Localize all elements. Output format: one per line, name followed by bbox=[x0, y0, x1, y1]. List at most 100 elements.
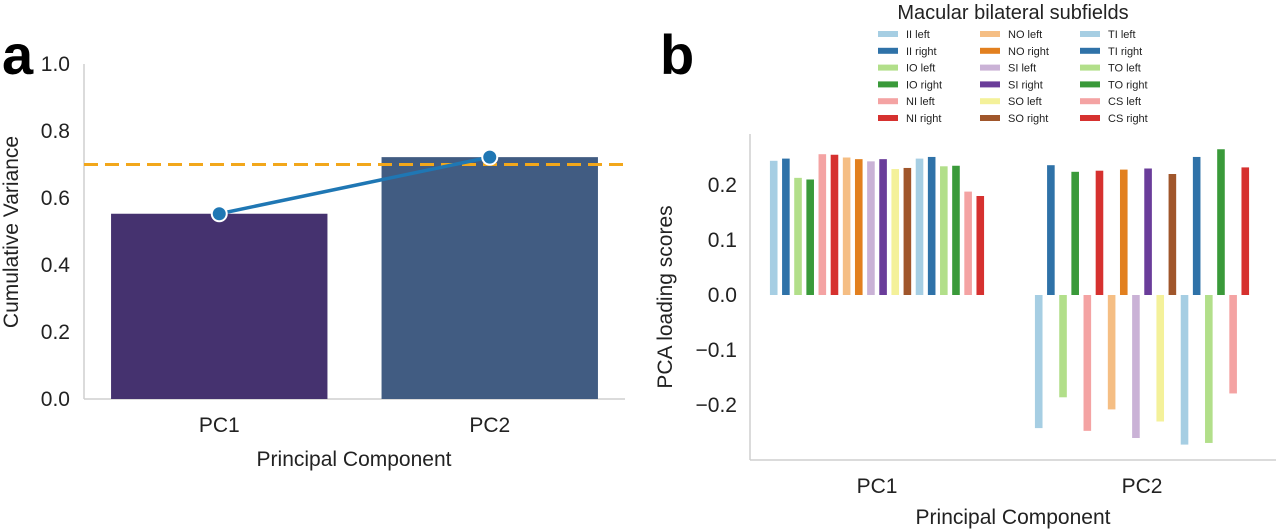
bar-pc1-ii-left bbox=[769, 160, 778, 295]
legend-swatch-cs-right bbox=[1080, 115, 1100, 121]
legend-swatch-ii-right bbox=[878, 47, 898, 54]
x-tick-label-pc1: PC1 bbox=[199, 414, 240, 437]
bar-pc2-si-left bbox=[1132, 295, 1140, 438]
bar-pc2-so-left bbox=[1156, 295, 1165, 422]
bar-pc2-si-right bbox=[1144, 168, 1152, 295]
panel-b-label: b bbox=[660, 23, 694, 86]
bar-pc1-cs-left bbox=[964, 191, 972, 295]
legend-swatch-io-right bbox=[878, 81, 898, 88]
bar-pc1-si-left bbox=[867, 161, 875, 295]
panel-a-x-ticks: PC1 PC2 bbox=[199, 414, 510, 437]
panel-a-y-axis-title: Cumulative Variance bbox=[0, 136, 23, 328]
bar-pc1-ii-right bbox=[782, 158, 790, 295]
panel-b-y-ticks: −0.2 −0.1 0.0 0.1 0.2 bbox=[696, 174, 737, 417]
panel-a-bars bbox=[111, 157, 598, 399]
bar-pc1-so-right bbox=[903, 167, 912, 295]
panel-b-bars bbox=[769, 149, 1250, 445]
panel-a-cumulative-variance-chart: a 0.0 0.2 0.4 0.6 0.8 1.0 PC1 PC2 Principal Co… bbox=[0, 23, 625, 471]
bar-pc1-so-left bbox=[891, 169, 900, 295]
legend-swatch-to-right bbox=[1080, 81, 1100, 88]
legend-swatch-so-left bbox=[980, 98, 1000, 105]
bar-pc2-ii-right bbox=[1047, 165, 1055, 295]
legend-label-cs-left: CS left bbox=[1108, 96, 1141, 108]
panel-a-y-ticks: 0.0 0.2 0.4 0.6 0.8 1.0 bbox=[41, 53, 71, 411]
legend-label-cs-right: CS right bbox=[1108, 113, 1148, 125]
bar-pc2-ii-left bbox=[1034, 295, 1043, 429]
legend-swatch-no-right bbox=[980, 47, 1000, 54]
y-tick-label: 0.1 bbox=[708, 229, 737, 252]
legend-swatch-ti-left bbox=[1080, 31, 1100, 37]
y-tick-label: 0.2 bbox=[708, 174, 737, 197]
bar-pc1-ti-right bbox=[927, 156, 936, 295]
legend-label-si-right: SI right bbox=[1008, 79, 1043, 91]
y-tick-label: 0.0 bbox=[41, 388, 70, 411]
legend-label-ii-right: II right bbox=[906, 46, 937, 58]
y-tick-label: 0.8 bbox=[41, 120, 70, 143]
line-point-pc1 bbox=[210, 205, 228, 223]
x-tick-label-pc2: PC2 bbox=[469, 414, 510, 437]
y-tick-label: 0.6 bbox=[41, 187, 70, 210]
bar-pc1-to-right bbox=[952, 165, 960, 295]
legend-swatch-si-right bbox=[980, 81, 1000, 88]
legend-label-to-right: TO right bbox=[1108, 79, 1148, 91]
legend-label-so-left: SO left bbox=[1008, 96, 1042, 108]
panel-a-label: a bbox=[2, 23, 34, 86]
panel-b-x-axis-title: Principal Component bbox=[916, 506, 1111, 529]
legend-label-io-right: IO right bbox=[906, 79, 942, 91]
bar-pc2 bbox=[381, 157, 598, 399]
panel-b-loading-scores-chart: b −0.2 −0.1 0.0 0.1 0.2 PC1 PC2 Principal Com… bbox=[654, 2, 1276, 529]
bar-pc2-ti-left bbox=[1180, 295, 1189, 445]
bar-pc1-ni-left bbox=[818, 154, 827, 295]
bar-pc1-io-right bbox=[806, 179, 814, 295]
y-tick-label: 1.0 bbox=[41, 53, 70, 76]
bar-pc1-si-right bbox=[879, 159, 887, 295]
bar-pc2-no-right bbox=[1119, 169, 1128, 295]
legend-swatch-si-left bbox=[980, 64, 1000, 71]
y-tick-label: −0.2 bbox=[696, 394, 737, 417]
legend-swatch-io-left bbox=[878, 64, 898, 71]
legend-label-ti-right: TI right bbox=[1108, 46, 1142, 58]
legend-label-no-left: NO left bbox=[1008, 29, 1042, 41]
cumulative-variance-line bbox=[218, 155, 491, 216]
y-tick-label: −0.1 bbox=[696, 339, 737, 362]
legend-title: Macular bilateral subfields bbox=[897, 2, 1128, 24]
legend-label-no-right: NO right bbox=[1008, 46, 1049, 58]
legend-label-to-left: TO left bbox=[1108, 63, 1141, 75]
legend-label-si-left: SI left bbox=[1008, 63, 1036, 75]
bar-pc2-ti-right bbox=[1192, 156, 1201, 295]
legend-label-ni-right: NI right bbox=[906, 113, 941, 125]
bar-pc2-cs-right bbox=[1241, 167, 1250, 295]
bar-pc1-to-left bbox=[940, 166, 948, 295]
legend-swatch-to-left bbox=[1080, 64, 1100, 71]
line-point-pc2 bbox=[481, 148, 499, 166]
bar-pc1 bbox=[111, 213, 328, 399]
legend-label-ti-left: TI left bbox=[1108, 29, 1136, 41]
bar-pc2-ni-right bbox=[1095, 170, 1104, 295]
bar-pc2-so-right bbox=[1168, 174, 1177, 295]
x-tick-label-pc2: PC2 bbox=[1122, 475, 1163, 498]
panel-a-x-axis-title: Principal Component bbox=[257, 448, 452, 471]
panel-b-x-ticks: PC1 PC2 bbox=[857, 475, 1163, 498]
bar-pc2-no-left bbox=[1107, 295, 1116, 410]
bar-pc2-io-left bbox=[1059, 295, 1067, 398]
legend-swatch-cs-left bbox=[1080, 98, 1100, 105]
legend-label-so-right: SO right bbox=[1008, 113, 1048, 125]
bar-pc2-to-left bbox=[1205, 295, 1213, 443]
legend-swatch-so-right bbox=[980, 115, 1000, 121]
bar-pc1-ti-left bbox=[915, 158, 924, 295]
bar-pc1-no-left bbox=[842, 157, 851, 295]
bar-pc1-no-right bbox=[854, 159, 863, 295]
legend-label-ii-left: II left bbox=[906, 29, 930, 41]
x-tick-label-pc1: PC1 bbox=[857, 475, 898, 498]
panel-a-cumulative-line-group bbox=[210, 148, 499, 223]
y-tick-label: 0.2 bbox=[41, 321, 70, 344]
y-tick-label: 0.0 bbox=[708, 284, 737, 307]
bar-pc1-io-left bbox=[794, 177, 802, 295]
legend-swatch-ni-left bbox=[878, 98, 898, 105]
legend-swatch-no-left bbox=[980, 31, 1000, 37]
legend-label-io-left: IO left bbox=[906, 63, 935, 75]
bar-pc1-ni-right bbox=[830, 154, 839, 295]
legend-swatch-ti-right bbox=[1080, 47, 1100, 54]
panel-b-legend: Macular bilateral subfields II left II ri… bbox=[878, 2, 1148, 125]
